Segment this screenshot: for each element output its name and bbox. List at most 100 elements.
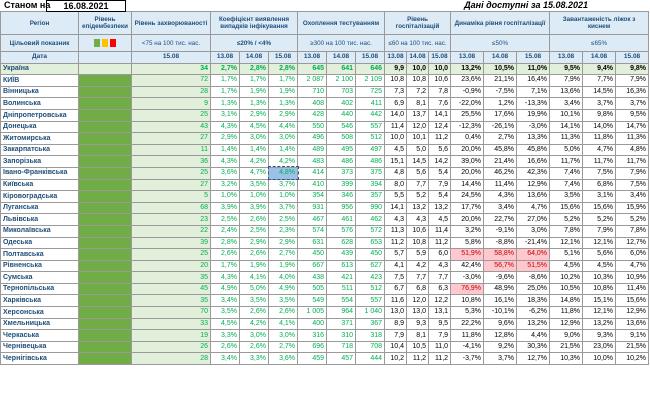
hosp-cell[interactable]: 10,6: [406, 224, 430, 238]
hosp-cell[interactable]: 5,6: [428, 143, 452, 157]
detection-cell[interactable]: 1,4%: [267, 143, 299, 157]
oxygen-cell[interactable]: 7,9%: [615, 166, 650, 180]
dynamics-cell[interactable]: 12,7%: [516, 352, 551, 366]
oxygen-cell[interactable]: 10,3%: [549, 352, 584, 366]
detection-cell[interactable]: 2,8%: [267, 62, 299, 76]
testing-cell[interactable]: 497: [355, 143, 386, 157]
dynamics-cell[interactable]: 10,8%: [450, 294, 485, 308]
detection-cell[interactable]: 1,9%: [267, 259, 299, 273]
testing-cell[interactable]: 346: [326, 190, 357, 203]
detection-cell[interactable]: 3,7%: [267, 178, 299, 192]
hosp-cell[interactable]: 14,2: [428, 155, 452, 168]
testing-cell[interactable]: 549: [297, 294, 328, 308]
testing-cell[interactable]: 438: [297, 271, 328, 284]
epid-level-cell[interactable]: [78, 97, 132, 110]
detection-cell[interactable]: 2,5%: [210, 213, 240, 226]
detection-cell[interactable]: 4,9%: [210, 282, 240, 296]
dynamics-cell[interactable]: 11,0%: [516, 62, 551, 76]
detection-cell[interactable]: 1,4%: [210, 143, 240, 157]
hosp-cell[interactable]: 5,7: [384, 248, 408, 261]
oxygen-cell[interactable]: 5,2%: [549, 213, 584, 226]
oxygen-cell[interactable]: 15,6%: [582, 201, 617, 215]
region-name-cell[interactable]: Донецька: [0, 120, 79, 134]
detection-cell[interactable]: 3,4%: [210, 352, 240, 366]
incidence-cell[interactable]: 19: [131, 329, 211, 342]
oxygen-cell[interactable]: 3,7%: [615, 97, 650, 110]
epid-level-cell[interactable]: [78, 236, 132, 250]
hosp-cell[interactable]: 11,4: [384, 120, 408, 134]
oxygen-cell[interactable]: 21,5%: [549, 340, 584, 354]
oxygen-cell[interactable]: 10,0%: [582, 352, 617, 366]
dynamics-cell[interactable]: 45,8%: [483, 143, 518, 157]
oxygen-cell[interactable]: 3,5%: [549, 190, 584, 203]
table-row[interactable]: Луганська 68 3,9% 3,9% 3,7% 931 956 990 14,1 13,2…: [0, 201, 650, 215]
oxygen-cell[interactable]: 12,7%: [615, 236, 650, 250]
dynamics-cell[interactable]: -3,0%: [516, 120, 551, 134]
testing-cell[interactable]: 931: [297, 201, 328, 215]
hosp-cell[interactable]: 10,4: [384, 340, 408, 354]
hosp-cell[interactable]: 7,7: [406, 271, 430, 284]
hosp-cell[interactable]: 13,0: [384, 306, 408, 319]
dynamics-cell[interactable]: -7,5%: [483, 85, 518, 99]
dynamics-cell[interactable]: 3,7%: [483, 352, 518, 366]
oxygen-cell[interactable]: 7,5%: [615, 178, 650, 192]
dynamics-cell[interactable]: 27,0%: [516, 213, 551, 226]
dynamics-cell[interactable]: 4,3%: [483, 190, 518, 203]
testing-cell[interactable]: 576: [326, 224, 357, 238]
testing-cell[interactable]: 428: [297, 108, 328, 122]
oxygen-cell[interactable]: 3,1%: [582, 190, 617, 203]
testing-cell[interactable]: 572: [355, 224, 386, 238]
dynamics-cell[interactable]: -9,6%: [483, 271, 518, 284]
oxygen-cell[interactable]: 11,3%: [615, 132, 650, 145]
region-name-cell[interactable]: Чернівецька: [0, 340, 79, 354]
oxygen-cell[interactable]: 5,2%: [582, 213, 617, 226]
dynamics-cell[interactable]: -0,9%: [450, 85, 485, 99]
oxygen-cell[interactable]: 15,6%: [615, 294, 650, 308]
testing-cell[interactable]: 557: [355, 294, 386, 308]
dynamics-cell[interactable]: 25,5%: [450, 108, 485, 122]
hosp-cell[interactable]: 13,0: [406, 306, 430, 319]
epid-level-cell[interactable]: [78, 340, 132, 354]
detection-cell[interactable]: 2,3%: [267, 224, 299, 238]
epid-level-cell[interactable]: [78, 201, 132, 215]
testing-cell[interactable]: 486: [355, 155, 386, 168]
hosp-cell[interactable]: 6,9: [384, 97, 408, 110]
detection-cell[interactable]: 3,0%: [239, 132, 269, 145]
detection-cell[interactable]: 2,9%: [239, 108, 269, 122]
oxygen-cell[interactable]: 9,5%: [549, 62, 584, 76]
table-row[interactable]: Львівська 23 2,5% 2,6% 2,5% 467 461 462 4,3 4,3 4,…: [0, 213, 650, 226]
detection-cell[interactable]: 4,3%: [210, 155, 240, 168]
testing-cell[interactable]: 554: [326, 294, 357, 308]
dynamics-cell[interactable]: 2,7%: [483, 132, 518, 145]
epid-level-cell[interactable]: [78, 259, 132, 273]
oxygen-cell[interactable]: 11,8%: [549, 306, 584, 319]
dynamics-cell[interactable]: 19,9%: [516, 108, 551, 122]
dynamics-cell[interactable]: -12,3%: [450, 120, 485, 134]
detection-cell[interactable]: 3,5%: [210, 306, 240, 319]
detection-cell[interactable]: 4,5%: [239, 120, 269, 134]
dynamics-cell[interactable]: -4,1%: [450, 340, 485, 354]
hosp-cell[interactable]: 10,8: [406, 236, 430, 250]
incidence-cell[interactable]: 28: [131, 85, 211, 99]
dynamics-cell[interactable]: 0,4%: [450, 132, 485, 145]
testing-cell[interactable]: 457: [326, 352, 357, 366]
testing-cell[interactable]: 394: [355, 178, 386, 192]
epid-level-cell[interactable]: [78, 306, 132, 319]
dynamics-cell[interactable]: 20,0%: [450, 166, 485, 180]
table-row[interactable]: Херсонська 70 3,5% 2,6% 2,6% 1 005 964 1 040 13,…: [0, 306, 650, 319]
oxygen-cell[interactable]: 10,5%: [549, 282, 584, 296]
hosp-cell[interactable]: 6,3: [428, 282, 452, 296]
region-name-cell[interactable]: Волинська: [0, 97, 79, 110]
table-row[interactable]: КИЇВ 72 1,7% 1,7% 1,7% 2 087 2 100 2 109 10,8 10,…: [0, 74, 650, 87]
detection-cell[interactable]: 2,7%: [267, 248, 299, 261]
oxygen-cell[interactable]: 14,5%: [582, 85, 617, 99]
oxygen-cell[interactable]: 9,8%: [582, 108, 617, 122]
incidence-cell[interactable]: 45: [131, 282, 211, 296]
incidence-cell[interactable]: 39: [131, 236, 211, 250]
detection-cell[interactable]: 2,9%: [267, 108, 299, 122]
detection-cell[interactable]: 4,9%: [267, 282, 299, 296]
detection-cell[interactable]: 2,6%: [239, 248, 269, 261]
testing-cell[interactable]: 725: [355, 85, 386, 99]
hosp-cell[interactable]: 8,1: [406, 97, 430, 110]
detection-cell[interactable]: 2,6%: [210, 340, 240, 354]
